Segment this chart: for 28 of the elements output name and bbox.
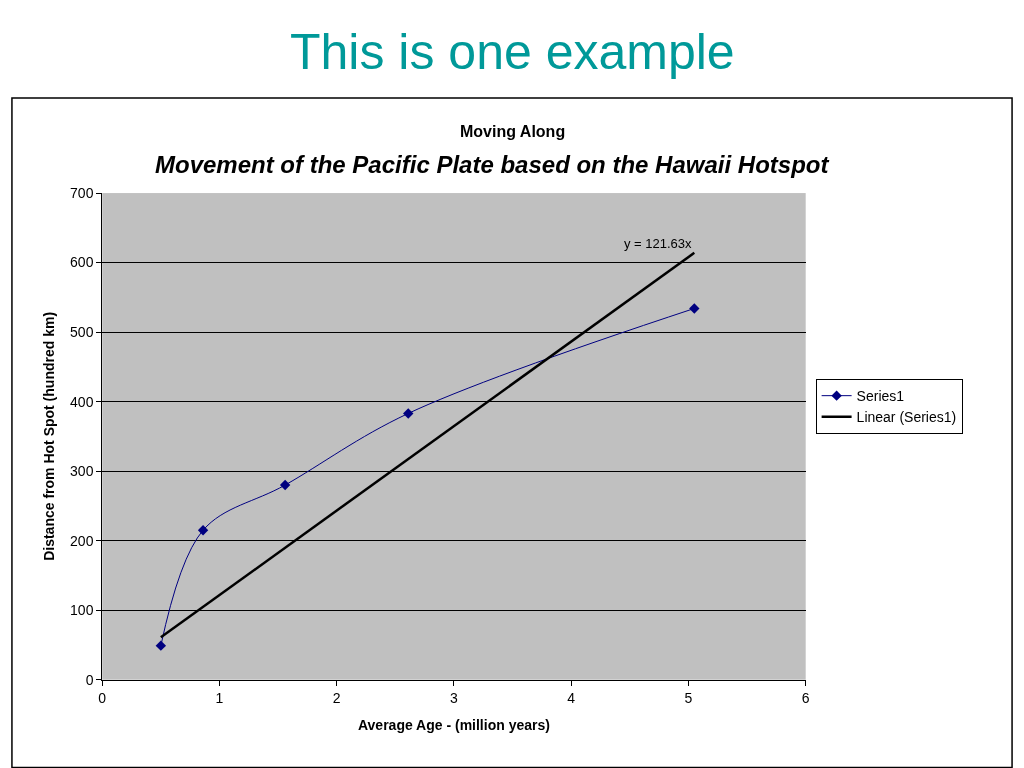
point: [155, 640, 167, 651]
x-tick-label: 5: [684, 689, 693, 706]
x-tick-label: 2: [332, 689, 341, 706]
y-tick-label: 100: [70, 602, 94, 619]
chart-subtitle: Moving Along: [460, 123, 566, 140]
x-axis-title: Average Age - (million years): [358, 716, 550, 733]
legend-label: Linear (Series1): [856, 409, 957, 426]
point: [197, 525, 209, 536]
x-tick-label: 3: [450, 689, 459, 706]
chart-title: This is one example: [290, 24, 735, 80]
x-tick-label: 1: [215, 689, 224, 706]
x-tick-label: 0: [98, 689, 107, 706]
y-axis-title: Distance from Hot Spot (hundred km): [40, 311, 57, 561]
y-tick-label: 300: [70, 463, 94, 480]
y-tick-label: 600: [70, 254, 94, 271]
point: [403, 408, 414, 419]
text: Movement of the Pacific Plate based on the Hawaii Hotspot: [155, 151, 830, 178]
x-tick-label: 6: [801, 689, 810, 706]
legend-label: Series1: [856, 388, 905, 405]
y-tick-label: 200: [70, 532, 94, 549]
point: [689, 303, 700, 314]
x-tick-label: 4: [567, 689, 576, 706]
y-tick-label: 500: [70, 324, 94, 340]
annotation: y = 121.63x: [624, 236, 693, 251]
y-tick-label: 400: [70, 393, 94, 410]
point: [279, 479, 291, 491]
y-tick-label: 0: [85, 671, 94, 688]
y-tick-label: 700: [70, 184, 94, 201]
